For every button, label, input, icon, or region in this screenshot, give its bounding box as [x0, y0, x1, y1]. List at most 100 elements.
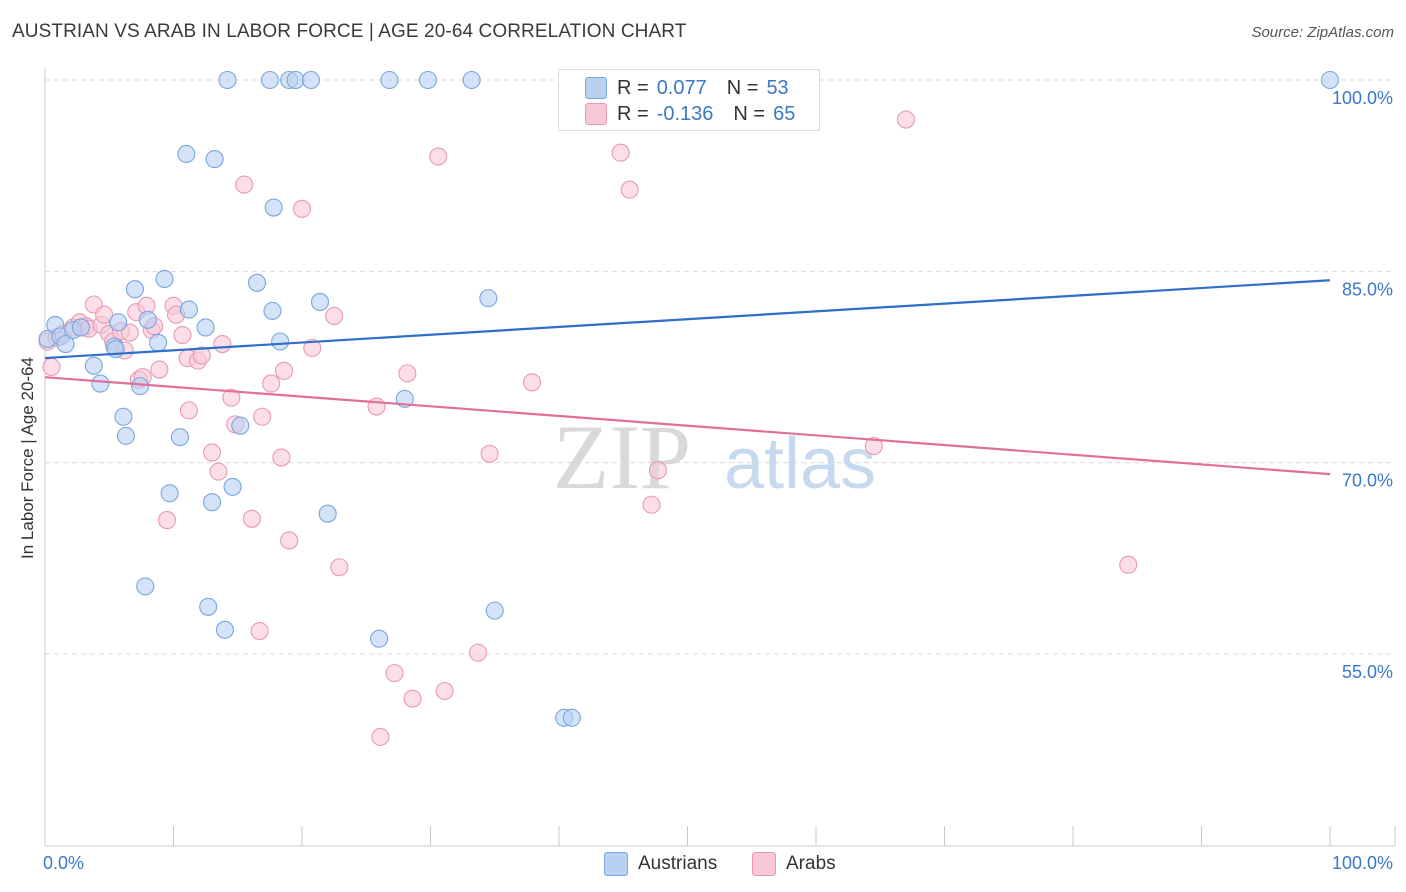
arab-point [398, 364, 417, 383]
trend-lines [44, 279, 1331, 476]
austrian-point [196, 318, 215, 337]
austrian-point [155, 269, 174, 289]
arab-point [435, 681, 454, 701]
austrian-point [149, 333, 168, 352]
arab-point [42, 357, 61, 377]
arab-point [222, 388, 241, 407]
austrian-point [562, 708, 581, 727]
austrians-legend-label: Austrians [638, 853, 718, 874]
austrian-point [264, 198, 283, 217]
arab-point [150, 360, 169, 379]
austrian-point [231, 416, 250, 435]
austrian-point [116, 426, 136, 445]
arab-point [274, 361, 294, 380]
arab-point [385, 664, 404, 683]
y-tick-label: 70.0% [1342, 471, 1393, 491]
arab-point [648, 461, 667, 480]
arabs-r-label: R = [617, 102, 649, 125]
austrian-point [114, 407, 133, 426]
arabs-swatch [585, 103, 607, 125]
arab-point [203, 443, 222, 462]
austrian-point [125, 280, 144, 299]
y-tick-label: 55.0% [1342, 662, 1393, 682]
austrian-point [286, 70, 305, 90]
arab-point [120, 323, 139, 342]
austrian-point [218, 70, 237, 90]
austrians-trend-line [44, 279, 1331, 360]
austrian-point [223, 477, 242, 496]
arab-point [325, 306, 344, 326]
arab-point [522, 373, 542, 392]
arab-point [1119, 555, 1138, 574]
arab-point [330, 558, 349, 577]
arab-point [280, 531, 299, 550]
austrian-point [205, 150, 224, 169]
austrian-point [271, 332, 290, 351]
austrian-point [109, 313, 128, 332]
arab-point [173, 326, 192, 345]
bottom-legend-arabs: Arabs [752, 852, 836, 876]
austrian-point [179, 300, 198, 319]
austrian-point [203, 493, 222, 512]
watermark-zip: ZIP [553, 406, 691, 508]
austrian-point [247, 273, 267, 292]
austrian-point [260, 70, 279, 90]
arabs-trend-line [44, 376, 1331, 476]
arab-point [303, 338, 322, 357]
austrian-point [1320, 70, 1340, 90]
zipatlas-watermark: ZIP atlas [553, 406, 876, 508]
austrian-point [418, 70, 437, 90]
austrian-point [131, 377, 150, 396]
arab-point [250, 621, 269, 641]
austrian-point [160, 484, 179, 503]
source-label: Source: ZipAtlas.com [1251, 24, 1394, 41]
austrian-point [136, 577, 155, 596]
arab-point [242, 509, 261, 528]
arabs-legend-swatch [752, 852, 776, 876]
bottom-legend-austrians: Austrians [604, 852, 717, 876]
arab-point [864, 437, 883, 456]
correlation-legend: R = 0.077 N = 53 R = -0.136 N = 65 [558, 69, 820, 131]
austrian-point [370, 629, 389, 648]
arab-point [611, 143, 630, 162]
austrian-point [177, 144, 196, 164]
austrians-stats: R = 0.077 N = 53 [617, 75, 789, 101]
axes [44, 68, 1396, 847]
arab-point [292, 199, 312, 218]
austrians-swatch [585, 77, 607, 99]
arab-point [253, 407, 272, 426]
x-tick-label: 100.0% [1332, 853, 1393, 873]
tick-labels: 100.0% 85.0% 70.0% 55.0% 0.0% 100.0% [43, 88, 1393, 873]
austrian-point [310, 292, 330, 311]
austrian-point [462, 70, 481, 90]
austrians-points [38, 70, 1340, 727]
arab-point [192, 346, 211, 365]
arab-point [896, 110, 916, 129]
austrians-r-value: 0.077 [656, 76, 707, 99]
arabs-legend-label: Arabs [786, 853, 836, 874]
austrian-point [199, 597, 218, 616]
arab-point [642, 495, 661, 514]
arab-point [272, 448, 291, 467]
arab-point [480, 444, 499, 463]
austrians-r-label: R = [617, 76, 649, 99]
austrian-point [318, 504, 337, 523]
austrian-point [170, 428, 189, 447]
arab-point [620, 180, 639, 199]
arab-point [179, 401, 198, 420]
arabs-r-value: -0.136 [656, 102, 714, 125]
y-tick-label: 100.0% [1332, 88, 1393, 108]
austrian-point [71, 318, 91, 337]
arab-point [429, 147, 448, 166]
austrians-legend-swatch [604, 852, 628, 876]
arab-point [235, 175, 254, 194]
austrians-n-value: 53 [766, 76, 789, 99]
austrian-point [215, 620, 234, 639]
arab-point [403, 689, 422, 708]
arab-point [262, 374, 281, 393]
arabs-stats: R = -0.136 N = 65 [617, 101, 795, 127]
austrian-point [91, 374, 110, 393]
watermark-atlas: atlas [724, 424, 876, 504]
arab-point [95, 305, 114, 324]
